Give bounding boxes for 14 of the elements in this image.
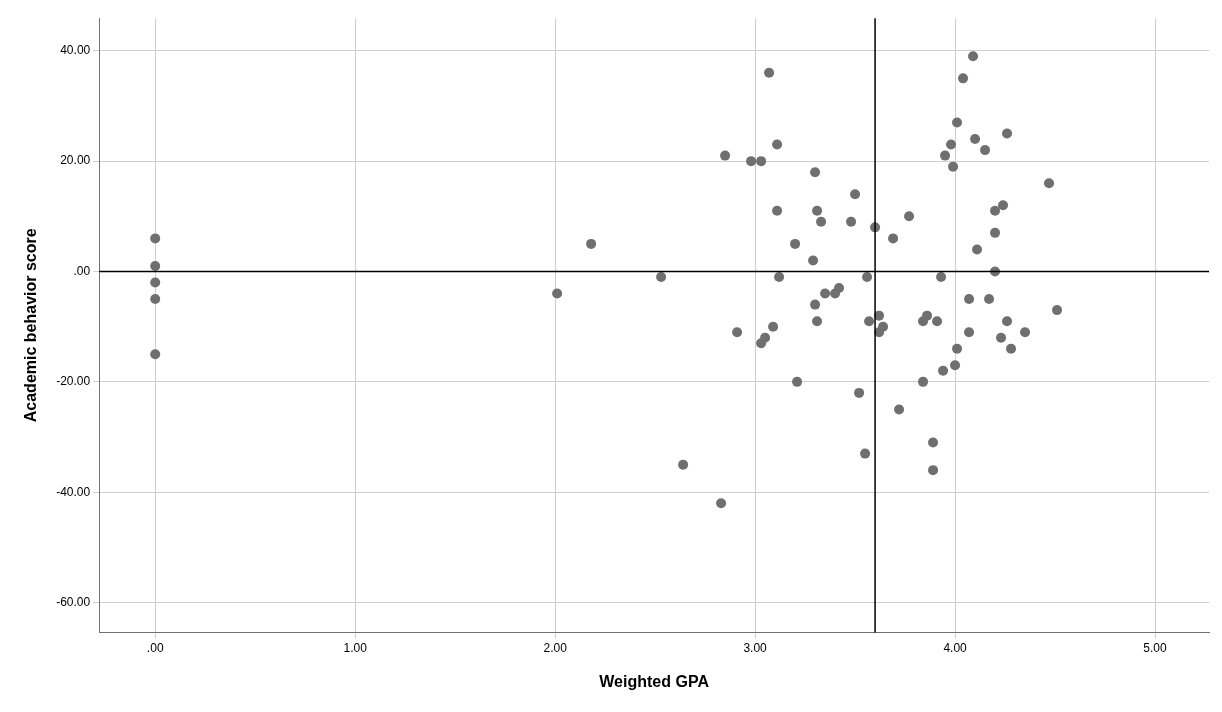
y-tick-label: 40.00 [60, 43, 91, 58]
x-tick-label: 2.00 [543, 640, 568, 655]
x-tick-label: .00 [146, 640, 164, 655]
y-tick-label: -20.00 [56, 374, 91, 389]
y-axis-title: Academic behavior score [22, 228, 40, 423]
x-axis-title: Weighted GPA [599, 672, 710, 690]
x-tick-label: 1.00 [343, 640, 368, 655]
x-tick-label: 3.00 [743, 640, 768, 655]
y-tick-label: .00 [73, 263, 91, 278]
y-tick-label: -60.00 [56, 594, 91, 609]
x-tick-label: 5.00 [1143, 640, 1168, 655]
y-tick-label: -40.00 [56, 484, 91, 499]
y-tick-label: 20.00 [60, 153, 91, 168]
x-tick-label: 4.00 [943, 640, 968, 655]
